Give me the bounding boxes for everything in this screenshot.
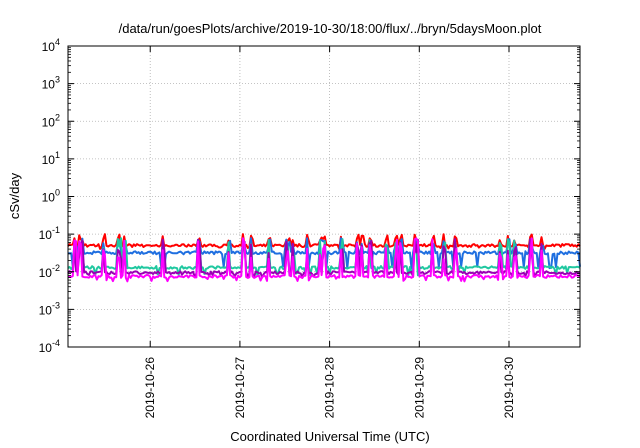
y-tick-label: 10-4 xyxy=(39,338,60,355)
series-line xyxy=(68,237,581,283)
y-tick-base: 10 xyxy=(39,341,53,355)
y-tick-base: 10 xyxy=(42,40,56,54)
y-tick-exponent: 1 xyxy=(55,150,60,160)
y-tick-label: 100 xyxy=(42,188,60,205)
y-tick-exponent: 4 xyxy=(55,37,60,47)
y-tick-base: 10 xyxy=(39,228,53,242)
y-tick-base: 10 xyxy=(42,191,56,205)
y-tick-label: 10-1 xyxy=(39,225,60,242)
y-tick-label: 10-2 xyxy=(39,263,60,280)
y-tick-base: 10 xyxy=(39,266,53,280)
y-tick-base: 10 xyxy=(39,303,53,317)
series-line xyxy=(67,233,581,251)
y-tick-label: 101 xyxy=(42,150,60,167)
y-tick-base: 10 xyxy=(42,153,56,167)
x-tick-label: 2019-10-30 xyxy=(502,357,516,419)
y-tick-label: 102 xyxy=(42,112,60,129)
y-tick-exponent: -3 xyxy=(52,300,60,310)
y-tick-exponent: -1 xyxy=(52,225,60,235)
y-tick-exponent: 2 xyxy=(55,112,60,122)
y-tick-exponent: -2 xyxy=(52,263,60,273)
y-tick-label: 104 xyxy=(42,37,60,54)
y-tick-base: 10 xyxy=(42,115,56,129)
x-tick-label: 2019-10-29 xyxy=(412,357,426,419)
x-tick-label: 2019-10-28 xyxy=(323,357,337,419)
x-tick-label: 2019-10-27 xyxy=(233,357,247,419)
x-axis: 2019-10-26 2019-10-27 2019-10-28 2019-10-29… xyxy=(143,46,516,418)
y-tick-exponent: -4 xyxy=(52,338,60,348)
x-tick-label: 2019-10-26 xyxy=(143,357,157,419)
chart-title: /data/run/goesPlots/archive/2019-10-30/1… xyxy=(119,21,542,36)
series-layer xyxy=(67,233,581,283)
y-tick-exponent: 3 xyxy=(55,75,60,85)
y-tick-label: 10-3 xyxy=(39,300,60,317)
y-tick-exponent: 0 xyxy=(55,188,60,198)
y-tick-base: 10 xyxy=(42,78,56,92)
y-tick-label: 103 xyxy=(42,75,60,92)
y-axis-title: cSv/day xyxy=(7,172,22,219)
x-axis-title: Coordinated Universal Time (UTC) xyxy=(230,429,429,444)
grid xyxy=(68,46,580,347)
